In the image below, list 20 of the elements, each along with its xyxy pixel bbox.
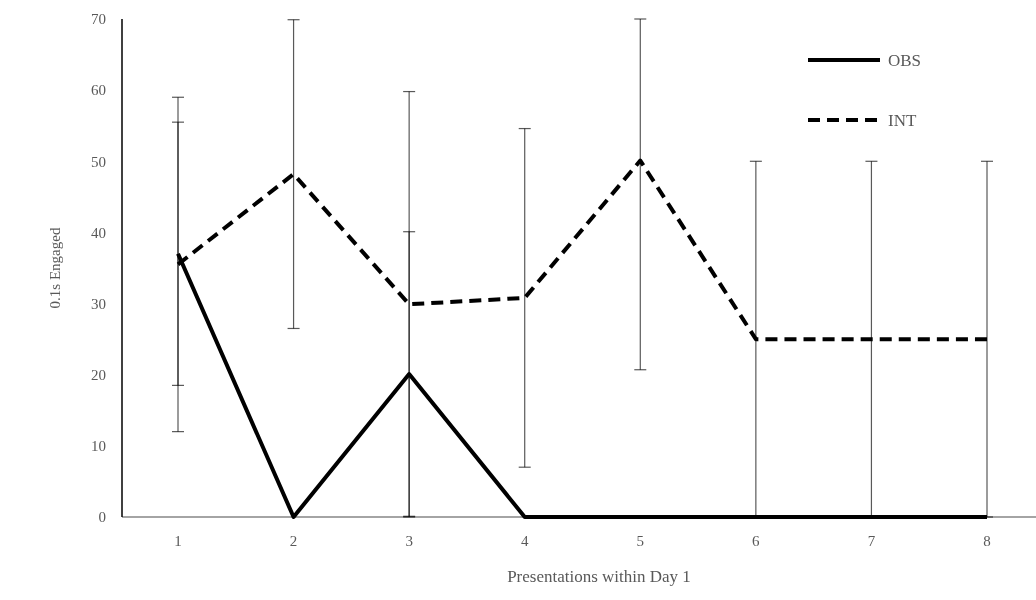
y-tick-label: 30 bbox=[91, 295, 106, 312]
y-tick-label: 60 bbox=[91, 82, 106, 99]
y-tick-label: 0 bbox=[98, 509, 106, 526]
x-tick-label: 7 bbox=[867, 533, 876, 549]
x-tick-label: 3 bbox=[405, 533, 413, 549]
x-tick-label: 2 bbox=[289, 533, 298, 549]
x-tick-label: 8 bbox=[983, 533, 991, 549]
y-tick-label: 70 bbox=[91, 11, 106, 28]
x-tick-label: 6 bbox=[752, 533, 761, 549]
y-axis-title: 0.1s Engaged bbox=[47, 227, 63, 309]
y-tick-label: 20 bbox=[91, 366, 106, 383]
x-tick-label: 1 bbox=[174, 533, 182, 549]
x-tick-label: 4 bbox=[520, 533, 529, 549]
x-axis-title: Presentations within Day 1 bbox=[507, 567, 691, 586]
y-tick-label: 40 bbox=[91, 224, 106, 241]
x-tick-label: 5 bbox=[636, 533, 645, 549]
y-tick-label: 50 bbox=[91, 153, 106, 170]
legend-label: INT bbox=[888, 110, 917, 130]
legend-label: OBS bbox=[888, 50, 922, 70]
y-tick-label: 10 bbox=[91, 438, 106, 455]
